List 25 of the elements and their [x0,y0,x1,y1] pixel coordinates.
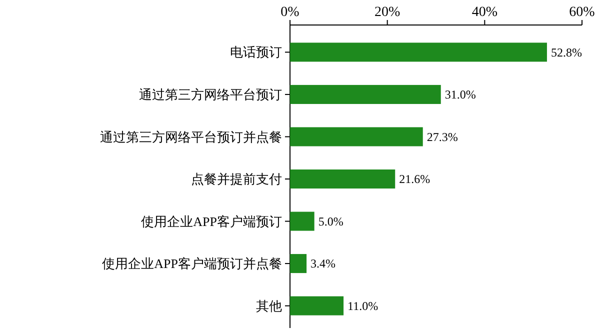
data-label: 5.0% [318,214,344,228]
bar [290,169,396,189]
data-label: 31.0% [444,88,476,102]
y-tick-label: 通过第三方网络平台预订 [139,87,282,102]
bar [290,212,314,231]
data-label: 27.3% [426,130,458,144]
data-label: 52.8% [550,45,582,60]
bar [290,127,423,146]
data-label: 11.0% [348,299,378,314]
y-tick-label: 使用企业APP客户端预订并点餐 [102,256,282,272]
x-tick-label: 60% [569,5,596,20]
y-tick-label: 电话预订 [230,44,282,60]
x-tick-label: 40% [472,5,498,20]
y-tick-label: 其他 [256,298,282,314]
y-tick-label: 点餐并提前支付 [191,172,282,187]
data-label: 3.4% [310,256,336,271]
y-tick-label: 使用企业APP客户端预订 [141,214,282,229]
x-tick-label: 20% [374,5,400,20]
bar [290,296,344,316]
bar [290,42,547,62]
data-label: 21.6% [399,172,430,186]
bar [290,254,307,274]
bar [290,84,441,104]
y-tick-label: 通过第三方网络平台预订并点餐 [100,129,282,144]
x-tick-label: 0% [280,5,300,20]
